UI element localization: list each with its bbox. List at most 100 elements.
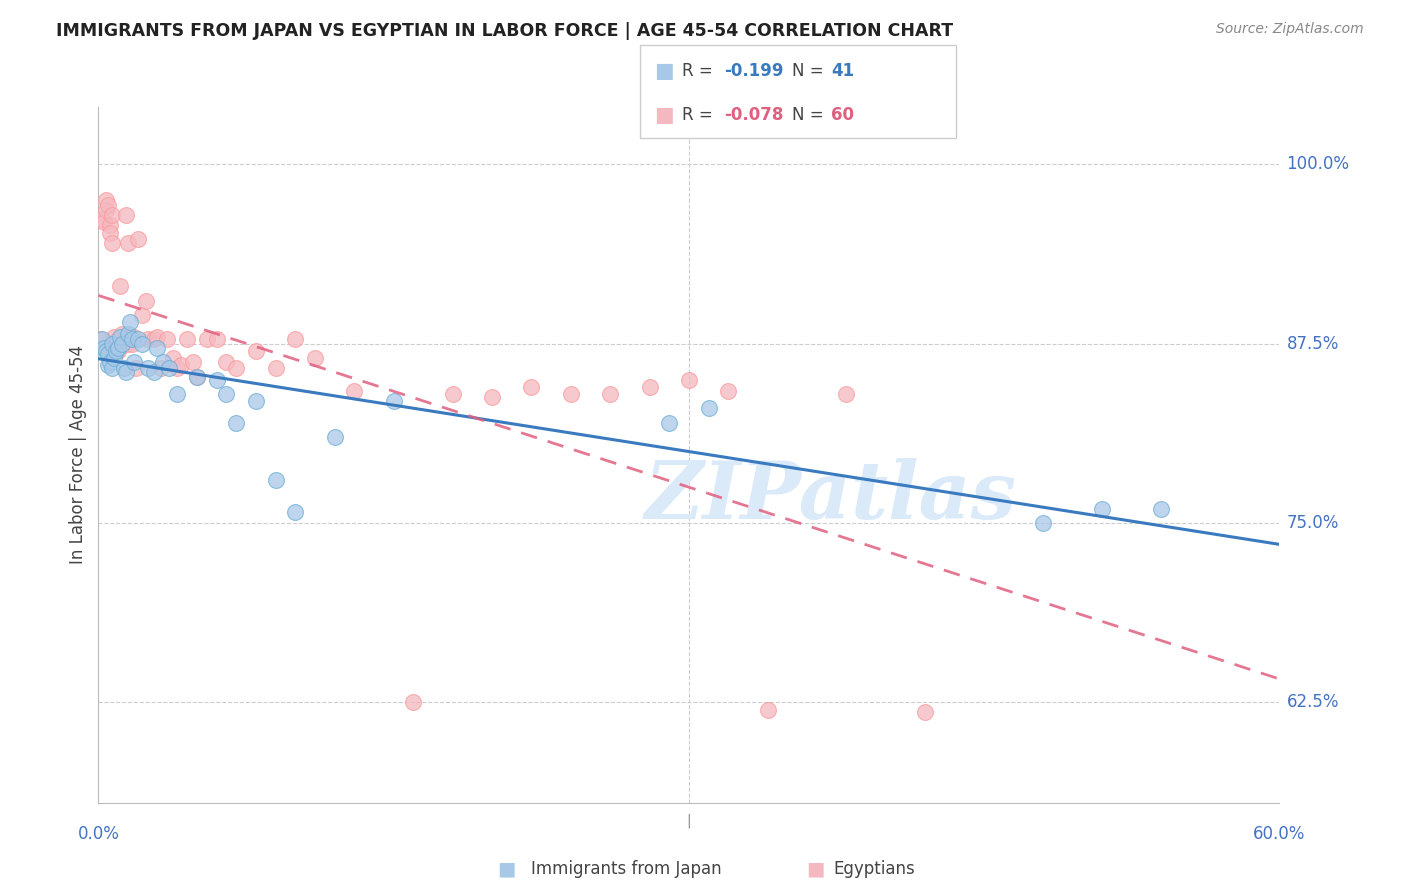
Text: Source: ZipAtlas.com: Source: ZipAtlas.com xyxy=(1216,22,1364,37)
Point xyxy=(108,279,131,293)
Point xyxy=(93,341,115,355)
Point xyxy=(284,505,307,519)
Point xyxy=(150,361,173,376)
Point xyxy=(245,394,267,409)
Point xyxy=(117,326,139,341)
Point xyxy=(115,208,138,222)
Point xyxy=(135,293,157,308)
Point xyxy=(146,341,169,355)
Point xyxy=(127,333,149,347)
Text: Immigrants from Japan: Immigrants from Japan xyxy=(531,860,723,878)
Point xyxy=(117,236,139,251)
Point xyxy=(658,416,681,430)
Point xyxy=(215,387,238,401)
Text: |: | xyxy=(686,814,692,828)
Point xyxy=(146,329,169,343)
Point xyxy=(520,380,543,394)
Point xyxy=(136,361,159,376)
Point xyxy=(1091,501,1114,516)
Point xyxy=(186,369,208,384)
Point xyxy=(697,401,720,416)
Point xyxy=(105,336,128,351)
Point xyxy=(142,333,165,347)
Point xyxy=(117,336,139,351)
Point xyxy=(131,308,153,322)
Point xyxy=(127,232,149,246)
Point xyxy=(284,333,307,347)
Point xyxy=(97,358,120,372)
Point xyxy=(101,236,124,251)
Point xyxy=(108,329,131,343)
Point xyxy=(166,361,188,376)
Point xyxy=(121,336,143,351)
Point xyxy=(101,336,124,351)
Text: 41: 41 xyxy=(831,62,853,79)
Point xyxy=(97,347,120,361)
Point xyxy=(678,373,700,387)
Point xyxy=(835,387,858,401)
Point xyxy=(98,218,121,232)
Text: ■: ■ xyxy=(806,859,825,879)
Point xyxy=(142,366,165,380)
Y-axis label: In Labor Force | Age 45-54: In Labor Force | Age 45-54 xyxy=(69,345,87,565)
Point xyxy=(264,361,287,376)
Point xyxy=(111,326,134,341)
Text: Egyptians: Egyptians xyxy=(834,860,915,878)
Point xyxy=(103,351,125,365)
Point xyxy=(195,333,218,347)
Point xyxy=(107,341,129,355)
Point xyxy=(382,394,405,409)
Text: 87.5%: 87.5% xyxy=(1286,334,1339,352)
Point xyxy=(717,384,740,398)
Point xyxy=(1032,516,1054,530)
Point xyxy=(186,369,208,384)
Point xyxy=(215,355,238,369)
Point xyxy=(176,333,198,347)
Point xyxy=(107,333,129,347)
Text: 75.0%: 75.0% xyxy=(1286,514,1339,532)
Text: -0.078: -0.078 xyxy=(724,106,783,124)
Text: 60.0%: 60.0% xyxy=(1253,825,1306,843)
Point xyxy=(93,215,115,229)
Point xyxy=(756,702,779,716)
Point xyxy=(91,211,114,226)
Point xyxy=(107,343,129,358)
Point xyxy=(98,227,121,241)
Point xyxy=(402,695,425,709)
Point xyxy=(105,343,128,358)
Point xyxy=(323,430,346,444)
Point xyxy=(112,333,135,347)
Point xyxy=(118,315,141,329)
Point xyxy=(122,355,145,369)
Point xyxy=(599,387,621,401)
Point xyxy=(103,336,125,351)
Point xyxy=(157,361,180,376)
Point xyxy=(1150,501,1173,516)
Point xyxy=(914,706,936,720)
Point xyxy=(225,361,247,376)
Point xyxy=(166,387,188,401)
Text: ■: ■ xyxy=(654,61,673,81)
Point xyxy=(121,333,143,347)
Text: -0.199: -0.199 xyxy=(724,62,783,79)
Point xyxy=(111,336,134,351)
Point xyxy=(225,416,247,430)
Point xyxy=(101,361,124,376)
Point xyxy=(98,355,121,369)
Point xyxy=(343,384,366,398)
Point xyxy=(638,380,661,394)
Point xyxy=(560,387,582,401)
Point xyxy=(112,361,135,376)
Point xyxy=(264,473,287,487)
Point xyxy=(131,336,153,351)
Point xyxy=(441,387,464,401)
Point xyxy=(96,343,118,358)
Point xyxy=(96,194,118,208)
Text: 60: 60 xyxy=(831,106,853,124)
Text: ■: ■ xyxy=(496,859,516,879)
Point xyxy=(101,208,124,222)
Text: R =: R = xyxy=(682,106,718,124)
Text: N =: N = xyxy=(792,106,828,124)
Point xyxy=(91,333,114,347)
Point xyxy=(125,361,148,376)
